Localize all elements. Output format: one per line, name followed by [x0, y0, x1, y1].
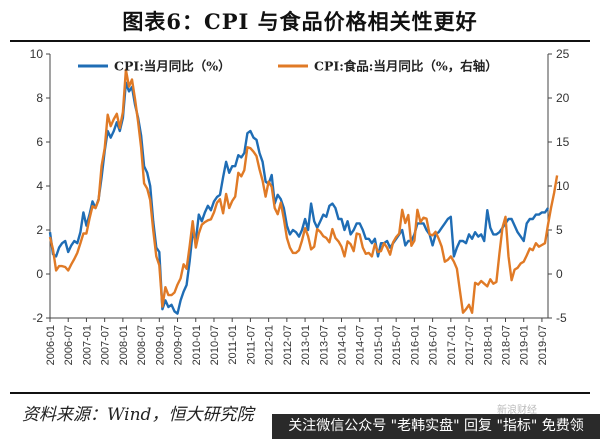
x-tick-label: 2015-01 [373, 325, 385, 365]
right-tick-label: -5 [556, 311, 567, 325]
x-tick-label: 2009-07 [173, 325, 185, 365]
x-tick-label: 2017-01 [446, 325, 458, 365]
chart-title: 图表6：CPI 与食品价格相关性更好 [122, 9, 478, 34]
legend-label: CPI:当月同比（%） [114, 59, 231, 74]
x-tick-label: 2013-07 [318, 325, 330, 365]
right-tick-label: 20 [556, 91, 570, 105]
right-tick-label: 10 [556, 179, 570, 193]
x-tick-label: 2014-07 [355, 325, 367, 365]
x-tick-label: 2007-01 [81, 325, 93, 365]
x-tick-label: 2012-07 [282, 325, 294, 365]
left-tick-label: 6 [36, 135, 43, 149]
left-tick-label: 0 [36, 267, 43, 281]
legend-item: CPI:食品:当月同比（%，右轴） [278, 59, 498, 74]
x-tick-label: 2011-07 [245, 325, 257, 365]
title-divider [10, 40, 590, 42]
right-tick-label: 15 [556, 135, 570, 149]
x-tick-label: 2019-07 [537, 325, 549, 365]
cpi-yoy-line [48, 81, 549, 315]
cpi-food-yoy-line [48, 68, 559, 314]
x-tick-label: 2008-01 [118, 325, 130, 365]
watermark-text: 新浪财经 [497, 405, 537, 416]
left-tick-label: 8 [36, 91, 43, 105]
x-tick-label: 2012-01 [264, 325, 276, 365]
legend-item: CPI:当月同比（%） [78, 59, 231, 74]
right-tick-label: 5 [556, 223, 563, 237]
left-tick-label: 4 [36, 179, 43, 193]
x-tick-label: 2010-07 [209, 325, 221, 365]
x-tick-label: 2018-01 [482, 325, 494, 365]
x-tick-label: 2017-07 [464, 325, 476, 365]
legend-label: CPI:食品:当月同比（%，右轴） [314, 59, 498, 74]
right-tick-label: 25 [556, 47, 570, 61]
left-tick-label: 10 [30, 47, 44, 61]
right-tick-label: 0 [556, 267, 563, 281]
left-tick-label: 2 [36, 223, 43, 237]
x-tick-label: 2009-01 [154, 325, 166, 365]
x-tick-label: 2016-07 [428, 325, 440, 365]
chart-axes: -2 0 2 4 6 8 10 -5 0 5 10 15 20 25 2006-01 2006-07 2007-… [30, 47, 570, 365]
x-tick-label: 2006-07 [63, 325, 75, 365]
x-tick-label: 2013-01 [300, 325, 312, 365]
chart-series [48, 68, 559, 315]
x-tick-label: 2010-01 [191, 325, 203, 365]
x-tick-label: 2015-07 [391, 325, 403, 365]
x-tick-label: 2019-01 [519, 325, 531, 365]
footer-divider [10, 392, 590, 394]
x-tick-label: 2007-07 [100, 325, 112, 365]
chart-legend: CPI:当月同比（%） CPI:食品:当月同比（%，右轴） [78, 59, 498, 74]
x-tick-label: 2006-01 [45, 325, 57, 365]
promo-banner[interactable]: 关注微信公众号 "老韩实盘" 回复 "指标" 免费领 [272, 414, 600, 439]
x-tick-label: 2014-01 [337, 325, 349, 365]
left-tick-label: -2 [32, 311, 43, 325]
x-tick-label: 2011-01 [227, 325, 239, 365]
x-tick-label: 2018-07 [500, 325, 512, 365]
cpi-food-line-chart: -2 0 2 4 6 8 10 -5 0 5 10 15 20 25 2006-01 2006-07 2007-… [30, 47, 570, 365]
x-tick-label: 2008-07 [136, 325, 148, 365]
source-note: 资料来源：Wind，恒大研究院 [22, 405, 254, 425]
x-tick-label: 2016-01 [409, 325, 421, 365]
